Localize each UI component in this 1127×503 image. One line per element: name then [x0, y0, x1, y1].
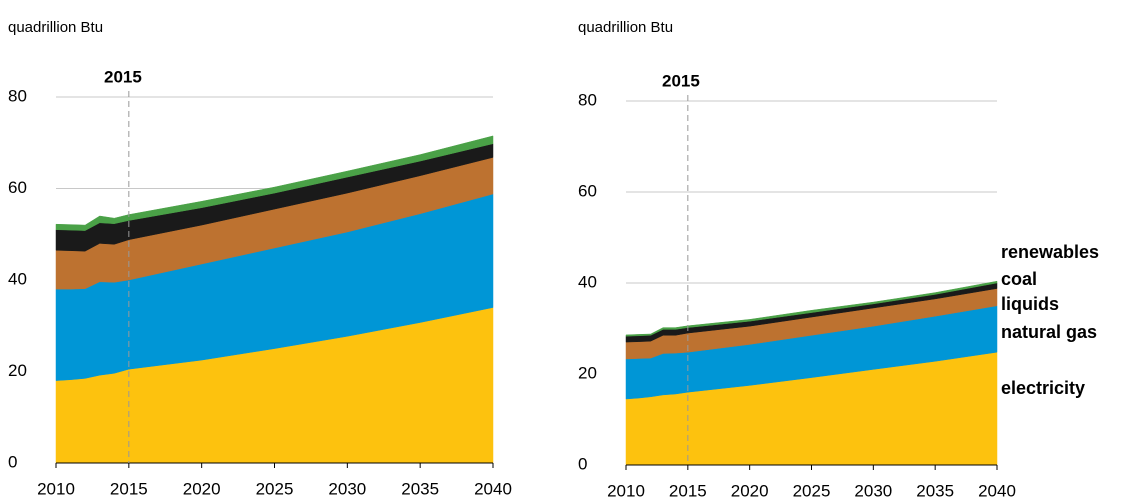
- y-tick-label: 60: [578, 181, 597, 200]
- x-tick-label: 2030: [854, 481, 892, 500]
- y-tick-label: 40: [578, 272, 597, 291]
- x-tick-label: 2030: [328, 479, 366, 498]
- legend-label: liquids: [1001, 294, 1059, 314]
- area: [625, 280, 998, 337]
- x-tick-label: 2010: [607, 481, 645, 500]
- x-tick-label: 2025: [256, 479, 294, 498]
- x-tick-label: 2035: [916, 481, 954, 500]
- y-tick-label: 20: [8, 361, 27, 380]
- annotation: 2015: [662, 71, 700, 90]
- legend-label: electricity: [1001, 378, 1085, 398]
- x-tick-label: 2020: [731, 481, 769, 500]
- x-tick-label: 2020: [183, 479, 221, 498]
- annotation: 2015: [104, 67, 142, 86]
- y-tick-label: 20: [578, 363, 597, 382]
- y-tick-label: 80: [8, 86, 27, 105]
- y-tick-label: 40: [8, 269, 27, 288]
- legend-label: natural gas: [1001, 322, 1097, 342]
- legend-label: renewables: [1001, 242, 1099, 262]
- x-tick-label: 2040: [978, 481, 1016, 500]
- y-tick-label: 60: [8, 178, 27, 197]
- area: [55, 135, 494, 231]
- y-axis-label: quadrillion Btu: [8, 19, 103, 36]
- y-tick-label: 80: [578, 90, 597, 109]
- x-tick-label: 2015: [669, 481, 707, 500]
- x-tick-label: 2025: [793, 481, 831, 500]
- y-axis-label: quadrillion Btu: [578, 19, 673, 36]
- x-tick-label: 2010: [37, 479, 75, 498]
- x-tick-label: 2035: [401, 479, 439, 498]
- y-tick-label: 0: [8, 452, 17, 471]
- legend-label: coal: [1001, 269, 1037, 289]
- y-tick-label: 0: [578, 454, 587, 473]
- x-tick-label: 2015: [110, 479, 148, 498]
- x-tick-label: 2040: [474, 479, 512, 498]
